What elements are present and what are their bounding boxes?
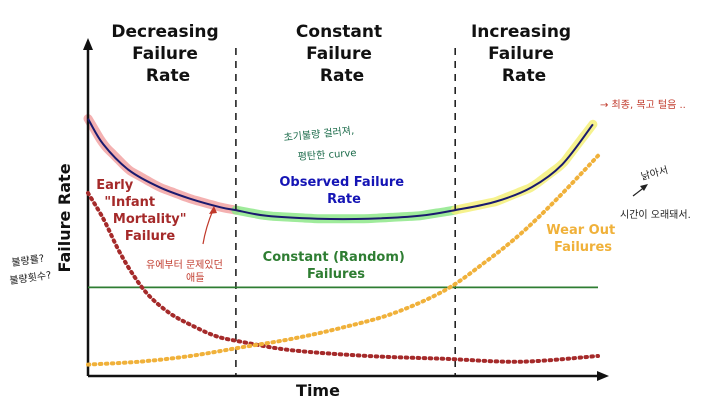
highlight-constant bbox=[231, 205, 460, 224]
series-label-observed: Observed Failure Rate bbox=[279, 175, 408, 207]
note-left-line1: 불량률? bbox=[11, 253, 45, 269]
x-axis-arrow bbox=[597, 371, 609, 381]
phase-dividers bbox=[235, 48, 457, 376]
series-line-early-infant-mortality-failure bbox=[86, 191, 600, 364]
note-green-line1: 초기불량 걸러져, bbox=[283, 124, 355, 144]
note-infant-line2: 애들 bbox=[186, 272, 204, 284]
note-top-right: → 최종, 목고 털음 .. bbox=[600, 99, 686, 111]
note-right-line2: 시간이 오래돼서. bbox=[620, 209, 691, 221]
series-group bbox=[86, 118, 600, 367]
series-label-constant-random: Constant (Random) Failures bbox=[263, 250, 410, 282]
x-axis-label: Time bbox=[296, 381, 340, 400]
y-axis-arrow bbox=[83, 38, 93, 50]
phase-title-increasing: Increasing Failure Rate bbox=[471, 22, 577, 86]
series-line-observed-failure-rate bbox=[87, 118, 594, 221]
y-axis-label: Failure Rate bbox=[55, 163, 74, 272]
note-infant-line1: 유에부터 문제있던 bbox=[146, 259, 223, 271]
phase-title-decreasing: Decreasing Failure Rate bbox=[111, 22, 224, 86]
annotation-arrowhead-right bbox=[640, 184, 648, 191]
series-label-wear-out: Wear Out Failures bbox=[546, 223, 619, 255]
phase-title-constant: Constant Failure Rate bbox=[296, 22, 388, 86]
series-label-infant-mortality: Early "Infant Mortality" Failure bbox=[96, 178, 191, 244]
annotation-arrowhead-infant bbox=[209, 206, 217, 214]
note-right-line1: 낡아서 bbox=[640, 164, 670, 183]
series-line-wear-out-failures bbox=[86, 153, 600, 367]
note-left-line2: 불량횟수? bbox=[9, 269, 52, 287]
note-green-line2: 평탄한 curve bbox=[297, 147, 356, 163]
annotation-arrow-infant bbox=[202, 209, 214, 245]
highlight-increasing bbox=[450, 119, 598, 215]
